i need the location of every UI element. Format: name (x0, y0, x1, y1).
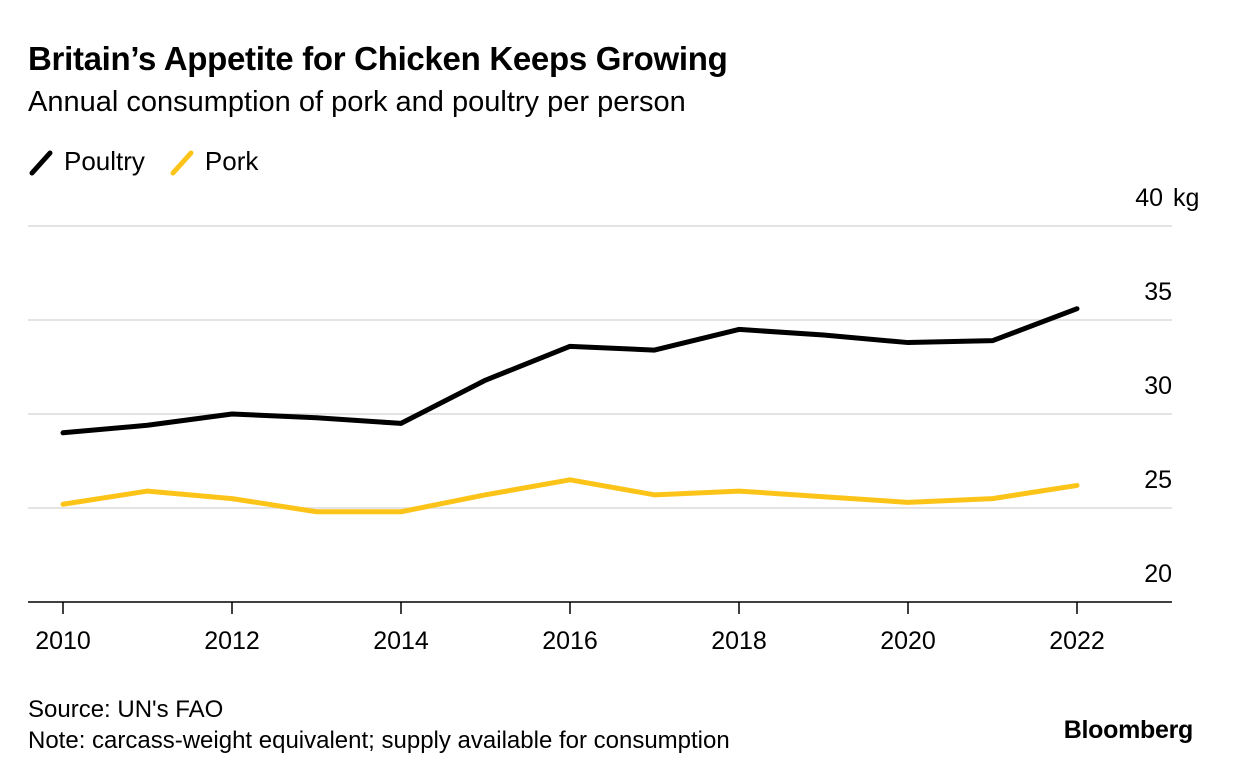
chart-footer: Source: UN's FAO Note: carcass-weight eq… (28, 694, 730, 756)
methodology-note: Note: carcass-weight equivalent; supply … (28, 727, 730, 754)
y-tick-label: 35 (1144, 278, 1172, 306)
diagonal-line-icon (169, 147, 197, 177)
x-tick-label: 2020 (880, 627, 936, 655)
y-tick-label: 30 (1144, 372, 1172, 400)
y-tick-label: 25 (1144, 466, 1172, 494)
y-tick-label: 40 (1135, 184, 1163, 212)
legend-label-poultry: Poultry (64, 146, 145, 176)
legend-item-pork: Pork (169, 146, 258, 177)
chart-title: Britain’s Appetite for Chicken Keeps Gro… (28, 40, 728, 77)
x-tick-label: 2016 (542, 627, 598, 655)
y-axis-unit: kg (1173, 184, 1199, 212)
chart-legend: Poultry Pork (28, 146, 282, 177)
source-note: Source: UN's FAO (28, 696, 224, 723)
x-tick-label: 2012 (204, 627, 260, 655)
series-line-poultry (60, 306, 1080, 436)
x-tick-label: 2022 (1049, 627, 1105, 655)
brand-logo: Bloomberg (1063, 716, 1194, 744)
legend-item-poultry: Poultry (28, 146, 145, 177)
chart-subtitle: Annual consumption of pork and poultry p… (28, 86, 686, 118)
x-tick-label: 2010 (35, 627, 91, 655)
y-tick-label: 20 (1144, 560, 1172, 588)
x-tick-label: 2018 (711, 627, 767, 655)
legend-label-pork: Pork (204, 146, 259, 176)
diagonal-line-icon (28, 147, 56, 177)
series-line-pork (60, 477, 1080, 515)
x-tick-label: 2014 (373, 627, 429, 655)
